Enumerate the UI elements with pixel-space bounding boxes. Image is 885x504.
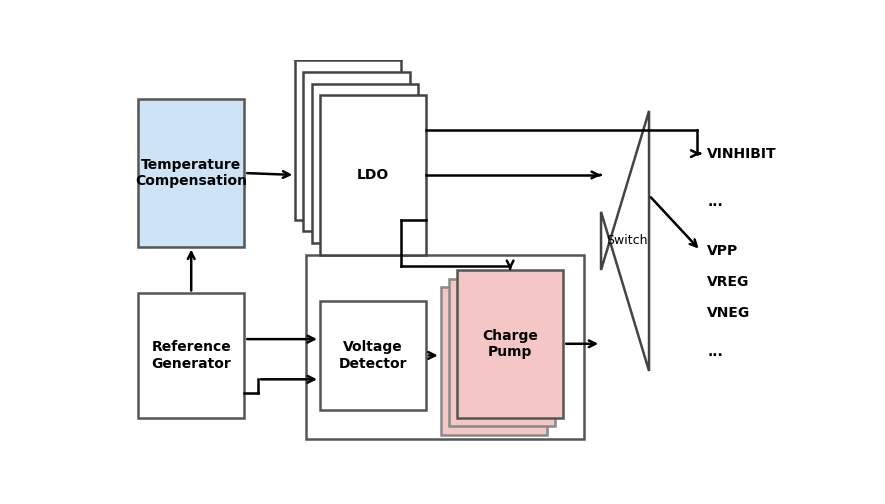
Bar (449, 279, 555, 426)
Bar (312, 84, 418, 243)
Bar (319, 95, 426, 255)
Bar (319, 301, 426, 410)
Bar (138, 99, 244, 247)
Text: ...: ... (707, 195, 723, 209)
Bar (306, 255, 584, 439)
Text: VNEG: VNEG (707, 306, 750, 320)
Bar (441, 287, 547, 434)
Text: VREG: VREG (707, 275, 750, 289)
Text: VINHIBIT: VINHIBIT (707, 147, 777, 161)
Bar (304, 72, 410, 231)
Polygon shape (601, 111, 649, 371)
Text: Switch: Switch (606, 234, 648, 247)
Bar (295, 60, 402, 220)
Text: ...: ... (707, 345, 723, 358)
Text: LDO: LDO (357, 168, 389, 182)
Text: Temperature
Compensation: Temperature Compensation (135, 158, 247, 188)
Bar (457, 270, 564, 417)
Text: Voltage
Detector: Voltage Detector (339, 340, 407, 370)
Text: VPP: VPP (707, 243, 739, 258)
Bar (138, 293, 244, 417)
Text: Charge
Pump: Charge Pump (482, 329, 538, 359)
Text: Reference
Generator: Reference Generator (151, 340, 231, 370)
